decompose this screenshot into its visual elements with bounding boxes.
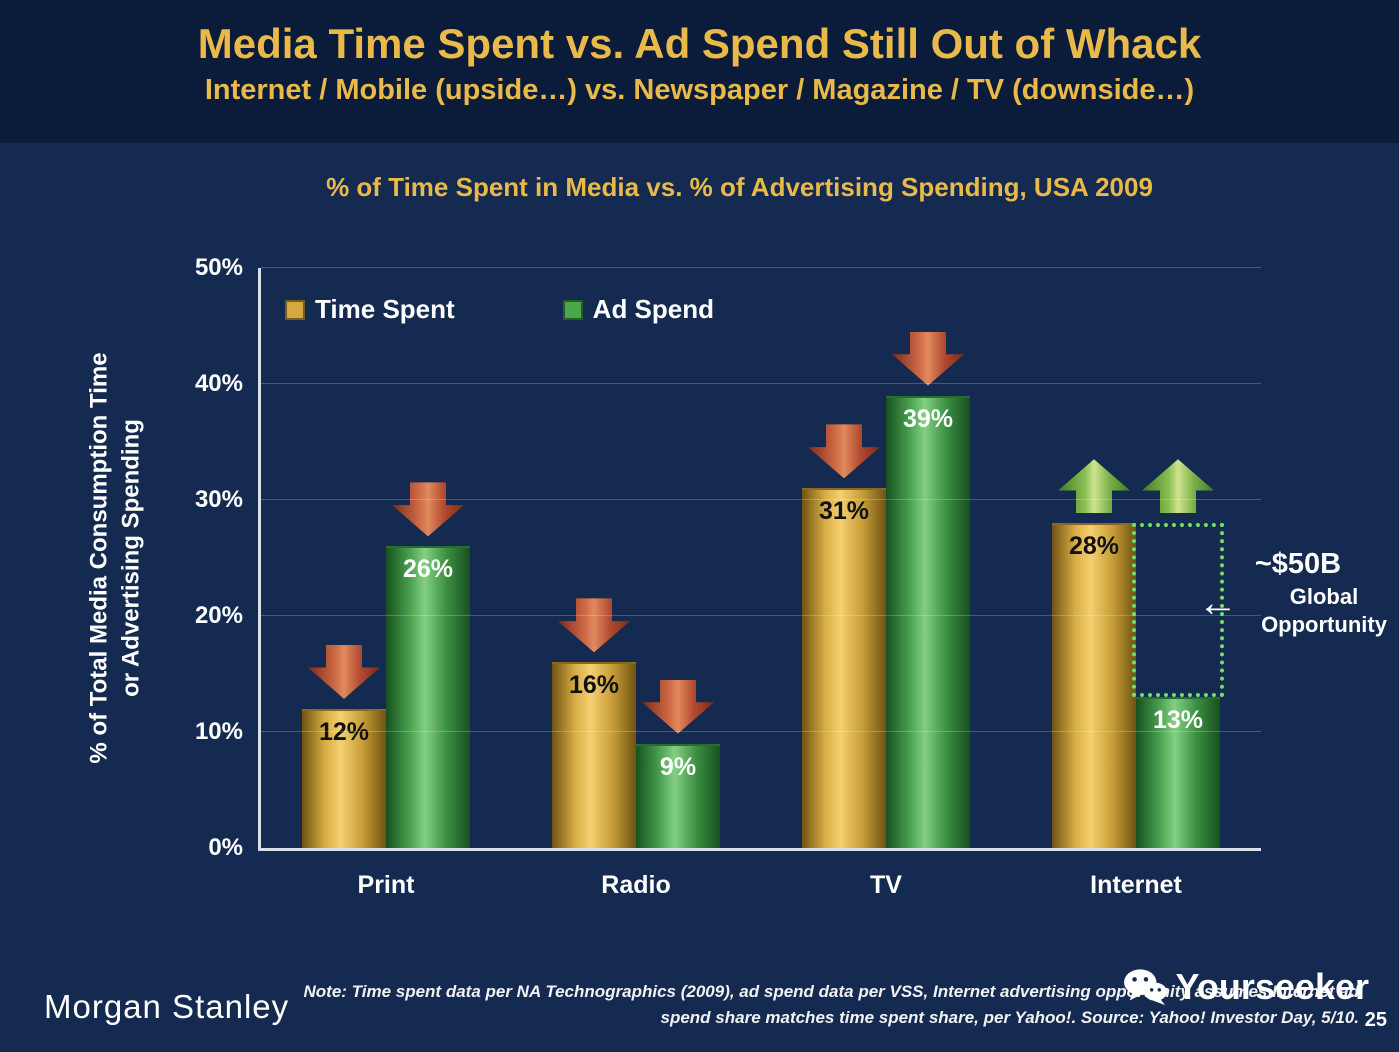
gridline-10	[261, 731, 1261, 732]
bar-group-internet: 28% 13% Internet	[1011, 268, 1261, 899]
bar-group-tv: 31% 39% TV	[761, 268, 1011, 899]
plot-area: Time Spent Ad Spend 12% 26% Print 16% 9% Radio…	[195, 254, 1261, 899]
slide-subtitle: Internet / Mobile (upside…) vs. Newspape…	[204, 74, 1195, 106]
bar-col-print-ad-spend: 26%	[386, 268, 470, 848]
bar-pair-internet: 28% 13%	[1052, 268, 1224, 848]
y-axis-label: % of Total Media Consumption Time or Adv…	[84, 352, 149, 763]
legend-swatch-time-spent	[285, 299, 305, 320]
y-tick-10: 10%	[194, 718, 243, 745]
opportunity-annotation: ~$50B ← Global Opportunity	[1198, 548, 1398, 638]
down-trend-arrow-icon-print-ad-spend	[392, 482, 464, 537]
bar-value-label-tv-time-spent: 31%	[818, 497, 870, 526]
slide-header: Media Time Spent vs. Ad Spend Still Out …	[0, 0, 1399, 143]
page-number: 25	[1364, 1009, 1387, 1031]
x-label-internet: Internet	[1090, 871, 1182, 899]
bar-group-print: 12% 26% Print	[261, 268, 511, 899]
source-note-line1: Note: Time spent data per NA Technograph…	[303, 982, 1360, 1001]
y-axis-label-line1: % of Total Media Consumption Time	[85, 352, 113, 764]
bar-col-radio-ad-spend: 9%	[636, 268, 720, 848]
bar-time-spent-internet: 28%	[1052, 523, 1136, 848]
left-arrow-icon: ←	[1198, 581, 1238, 625]
bar-col-print-time-spent: 12%	[302, 268, 386, 848]
y-tick-50: 50%	[194, 254, 243, 281]
bar-time-spent-print: 12%	[302, 708, 386, 848]
opportunity-label: Global Opportunity	[1250, 583, 1398, 638]
bar-ad-spend-internet: 13%	[1136, 697, 1220, 848]
opportunity-label-line2: Opportunity	[1261, 611, 1387, 637]
bar-ad-spend-tv: 39%	[886, 395, 970, 848]
x-label-print: Print	[357, 871, 415, 899]
legend-label: Ad Spend	[592, 294, 715, 324]
bar-col-tv-ad-spend: 39%	[886, 268, 970, 848]
x-label-radio: Radio	[601, 871, 671, 899]
bar-value-label-print-time-spent: 12%	[318, 717, 370, 746]
up-trend-arrow-icon-internet-ad-spend	[1142, 459, 1214, 514]
down-trend-arrow-icon-radio-time-spent	[558, 598, 630, 653]
bar-ad-spend-print: 26%	[386, 546, 470, 848]
legend-item-ad-spend: Ad Spend	[562, 294, 715, 325]
bar-col-radio-time-spent: 16%	[552, 268, 636, 848]
source-note: Note: Time spent data per NA Technograph…	[304, 979, 1360, 1030]
down-trend-arrow-icon-radio-ad-spend	[642, 679, 714, 734]
chart-title: % of Time Spent in Media vs. % of Advert…	[326, 172, 1153, 202]
bar-value-label-radio-time-spent: 16%	[568, 671, 620, 700]
y-tick-20: 20%	[194, 602, 243, 629]
y-tick-0: 0%	[208, 834, 243, 861]
opportunity-row: ← Global Opportunity	[1198, 583, 1398, 638]
bar-group-radio: 16% 9% Radio	[511, 268, 761, 899]
slide-title: Media Time Spent vs. Ad Spend Still Out …	[197, 20, 1202, 67]
down-trend-arrow-icon-tv-ad-spend	[892, 331, 964, 386]
morgan-stanley-logo: Morgan Stanley	[44, 988, 290, 1025]
legend-swatch-ad-spend	[562, 299, 583, 320]
watermark-text: Yourseeker	[1175, 966, 1369, 1007]
down-trend-arrow-icon-tv-time-spent	[808, 424, 880, 479]
bar-pair-print: 12% 26%	[302, 268, 470, 848]
legend-label: Time Spent	[315, 294, 455, 324]
legend: Time Spent Ad Spend	[285, 294, 714, 325]
bar-ad-spend-radio: 9%	[636, 743, 720, 848]
bar-pair-tv: 31% 39%	[802, 268, 970, 848]
gridline-50	[261, 267, 1261, 268]
bar-time-spent-radio: 16%	[552, 662, 636, 848]
opportunity-label-line1: Global	[1289, 584, 1359, 609]
bar-col-internet-time-spent: 28%	[1052, 268, 1136, 848]
bar-value-label-internet-time-spent: 28%	[1068, 532, 1120, 561]
bar-time-spent-tv: 31%	[802, 488, 886, 848]
wechat-icon	[1122, 967, 1168, 1007]
source-note-line2: spend share matches time spent share, pe…	[660, 1007, 1360, 1027]
bar-value-label-internet-ad-spend: 13%	[1152, 706, 1204, 735]
up-trend-arrow-icon-internet-time-spent	[1058, 459, 1130, 514]
opportunity-value: ~$50B	[1254, 548, 1342, 580]
bar-pair-radio: 16% 9%	[552, 268, 720, 848]
legend-item-time-spent: Time Spent	[285, 294, 455, 325]
bar-col-internet-ad-spend: 13%	[1132, 268, 1224, 848]
gridline-40	[261, 383, 1261, 384]
bar-value-label-print-ad-spend: 26%	[402, 555, 454, 584]
y-tick-30: 30%	[194, 486, 243, 513]
gridline-30	[261, 499, 1261, 500]
gridline-20	[261, 615, 1261, 616]
y-tick-40: 40%	[194, 370, 243, 397]
down-trend-arrow-icon-print-time-spent	[308, 644, 380, 699]
bar-col-tv-time-spent: 31%	[802, 268, 886, 848]
y-axis-label-line2: or Advertising Spending	[118, 419, 145, 697]
x-label-tv: TV	[870, 871, 902, 899]
bar-groups: 12% 26% Print 16% 9% Radio 31% 39% TV 28% 13% Inter…	[261, 268, 1261, 899]
bar-value-label-radio-ad-spend: 9%	[659, 752, 697, 781]
bar-value-label-tv-ad-spend: 39%	[902, 404, 954, 433]
opportunity-gap-box	[1132, 523, 1224, 698]
watermark: Yourseeker	[1122, 966, 1369, 1008]
